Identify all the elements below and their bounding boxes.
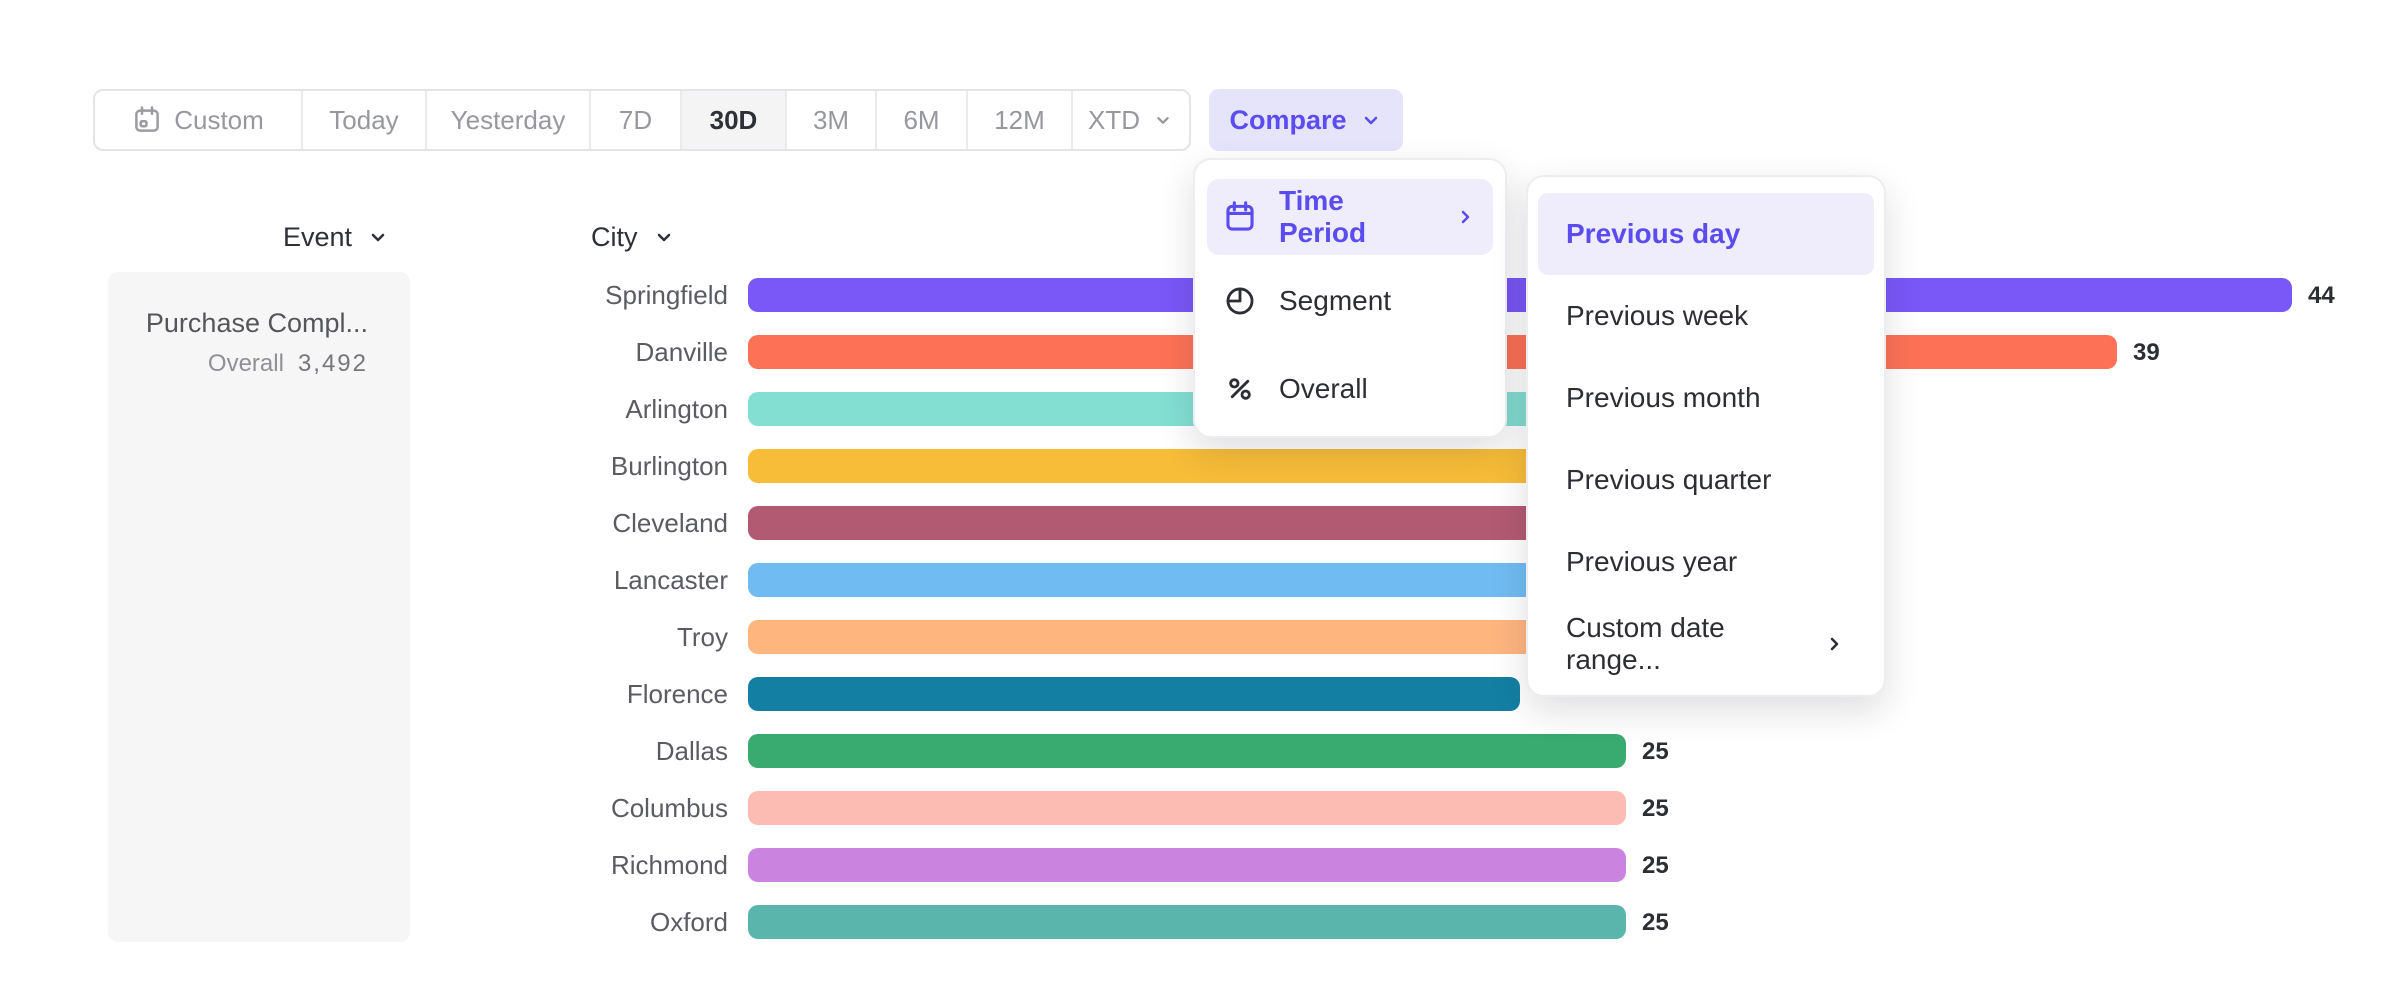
menu-item-time-period[interactable]: Time Period [1207,179,1493,255]
overall-label: Overall [207,350,284,377]
range-button-30d[interactable]: 30D [682,91,787,149]
range-button-custom[interactable]: Custom [95,91,303,149]
time-period-submenu: Previous day Previous week Previous month P… [1526,175,1886,697]
range-button-label: 3M [812,104,850,135]
percent-icon [1223,372,1257,406]
menu-item-previous-day[interactable]: Previous day [1538,193,1874,275]
range-button-label: 12M [994,104,1045,135]
calendar-icon [132,105,162,135]
menu-item-previous-month[interactable]: Previous month [1538,357,1874,439]
range-button-label: 30D [709,104,758,135]
compare-menu: Time Period Segment Overall [1193,158,1507,438]
city-label: Lancaster [613,565,728,595]
city-column-label: City [591,221,638,252]
value-label: 39 [2133,339,2160,366]
chart-row: Richmond 25 [0,848,2394,882]
compare-button-label: Compare [1229,104,1347,135]
city-column-header[interactable]: City [591,219,676,255]
date-range-toolbar: Custom Today Yesterday 7D 30D 3M 6M 12M XTD [93,89,1191,151]
range-button-label: 7D [618,104,653,135]
chart-row: Dallas 25 [0,734,2394,768]
segment-icon [1223,284,1257,318]
range-button-yesterday[interactable]: Yesterday [427,91,591,149]
menu-item-label: Previous week [1566,300,1749,331]
chevron-down-icon [1152,109,1174,131]
event-column-header[interactable]: Event [283,219,390,255]
calendar-lines-icon [1223,200,1257,234]
event-panel: Purchase Compl... Overall 3,492 [108,272,410,942]
chevron-down-icon [366,225,390,249]
chart-row: Oxford 25 [0,905,2394,939]
menu-item-previous-week[interactable]: Previous week [1538,275,1874,357]
city-label: Troy [676,622,728,652]
menu-item-label: Segment [1279,285,1392,316]
value-label: 25 [1642,795,1669,822]
compare-button[interactable]: Compare [1209,89,1403,151]
range-button-7d[interactable]: 7D [591,91,682,149]
range-button-label: 6M [903,104,940,135]
range-button-today[interactable]: Today [303,91,427,149]
chart-row: Troy [0,620,2394,654]
menu-item-label: Previous day [1566,218,1741,249]
chevron-right-icon [1822,632,1846,656]
chevron-down-icon [1359,108,1383,132]
menu-item-label: Time Period [1279,185,1367,248]
city-label: Oxford [649,907,728,937]
city-label: Springfield [605,280,728,310]
range-button-xtd[interactable]: XTD [1073,91,1189,149]
city-label: Columbus [610,793,728,823]
overall-value: 3,492 [297,350,368,377]
menu-item-previous-year[interactable]: Previous year [1538,521,1874,603]
menu-item-overall[interactable]: Overall [1207,347,1493,431]
city-label: Richmond [610,850,728,880]
menu-item-segment[interactable]: Segment [1207,259,1493,343]
menu-item-label: Previous month [1566,382,1761,413]
bar-florence[interactable] [748,677,1520,711]
range-button-12m[interactable]: 12M [968,91,1073,149]
range-button-label: XTD [1088,104,1140,135]
chart-row: Lancaster [0,563,2394,597]
chart-row: Burlington [0,449,2394,483]
bar-oxford[interactable] [748,905,1626,939]
menu-item-label: Previous quarter [1566,464,1772,495]
menu-item-label: Custom date range... [1566,612,1725,675]
chart-row: Columbus 25 [0,791,2394,825]
event-name[interactable]: Purchase Compl... [145,308,368,338]
city-label: Florence [626,679,728,709]
value-label: 25 [1642,909,1669,936]
city-label: Danville [635,337,729,367]
bar-columbus[interactable] [748,791,1626,825]
range-button-3m[interactable]: 3M [787,91,877,149]
value-label: 25 [1642,852,1669,879]
event-column-label: Event [283,221,353,252]
bar-springfield[interactable] [748,278,2292,312]
bar-richmond[interactable] [748,848,1626,882]
menu-item-custom-date-range[interactable]: Custom date range... [1538,603,1874,685]
chart-row: Florence [0,677,2394,711]
value-label: 44 [2308,282,2335,309]
value-label: 25 [1642,738,1669,765]
menu-item-previous-quarter[interactable]: Previous quarter [1538,439,1874,521]
event-overall-row: Overall 3,492 [208,350,368,378]
menu-item-label: Previous year [1566,546,1738,577]
chart-row: Springfield 44 [0,278,2394,312]
range-button-label: Yesterday [450,104,566,135]
range-button-6m[interactable]: 6M [877,91,968,149]
city-label: Cleveland [612,508,728,538]
chart-row: Cleveland [0,506,2394,540]
city-label: Dallas [655,736,728,766]
range-button-label: Today [329,104,399,135]
city-label: Burlington [610,451,728,481]
chevron-down-icon [652,225,676,249]
menu-item-label: Overall [1279,373,1368,404]
range-button-label: Custom [174,104,264,135]
city-label: Arlington [625,394,728,424]
bar-dallas[interactable] [748,734,1626,768]
chevron-right-icon [1453,205,1477,229]
